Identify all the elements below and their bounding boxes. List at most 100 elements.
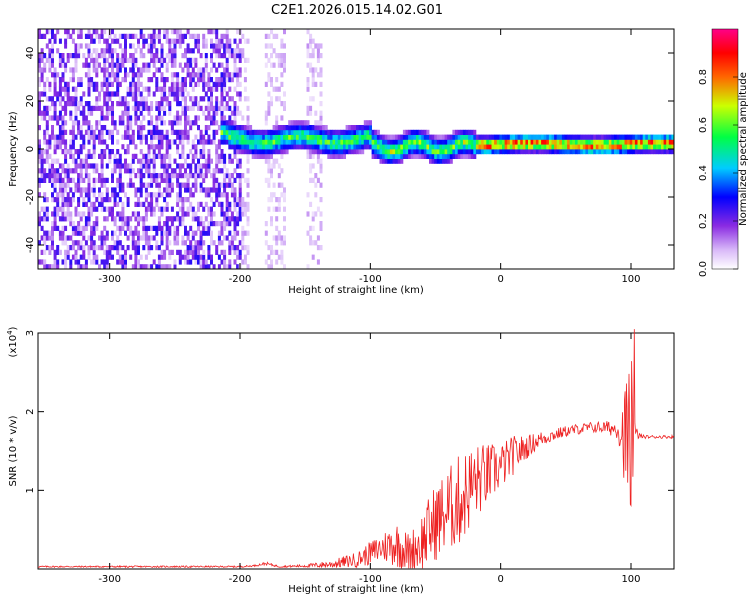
spectrogram-cell [254, 144, 258, 150]
spectrogram-cell [280, 115, 284, 121]
spectrogram-cell [64, 144, 68, 150]
spectrogram-cell [131, 153, 135, 159]
spectrogram-cell [306, 77, 310, 83]
spectrogram-cell [556, 139, 560, 145]
spectrogram-cell [668, 149, 672, 155]
spectrogram-cell [186, 249, 190, 255]
spectrogram-cell [194, 120, 198, 126]
spectrogram-cell [418, 153, 422, 159]
spectrogram-cell [103, 81, 107, 87]
spectrogram-cell [69, 144, 73, 150]
spectrogram-cell [150, 225, 154, 231]
spectrogram-cell [230, 110, 234, 116]
spectrogram-cell [113, 240, 117, 246]
spectrogram-cell [108, 62, 112, 68]
spectrogram-cell [147, 249, 151, 255]
spectrogram-cell [225, 182, 229, 188]
spectrogram-cell [118, 158, 122, 164]
spectrogram-cell [486, 149, 490, 155]
spectrogram-cell [468, 129, 472, 135]
spectrogram-cell [61, 134, 65, 140]
spectrogram-cell [53, 254, 57, 260]
spectrogram-cell [178, 254, 182, 260]
spectrogram-cell [134, 249, 138, 255]
spectrogram-cell [215, 144, 219, 150]
spectrogram-cell [79, 125, 83, 131]
spectrogram-cell [38, 182, 41, 188]
spectrogram-cell [111, 105, 114, 111]
spectrogram-cell [319, 225, 323, 231]
spectrogram-cell [267, 144, 271, 150]
spectrogram-cell [87, 29, 91, 35]
spectrogram-cell [139, 168, 143, 174]
spectrogram-cell [131, 211, 135, 217]
spectrogram-cell [598, 149, 602, 155]
spectrogram-cell [228, 72, 232, 78]
spectrogram-cell [243, 96, 247, 102]
spectrogram-cell [108, 197, 112, 203]
spectrogram-cell [51, 173, 54, 179]
spectrogram-cell [525, 149, 529, 155]
spectrogram-cell [402, 129, 406, 135]
spectrogram-cell [170, 81, 174, 87]
spectrogram-cell [51, 225, 54, 231]
spectrogram-cell [293, 139, 297, 145]
spectrogram-cell [504, 139, 508, 145]
spectrogram-cell [238, 81, 242, 87]
spectrogram-cell [124, 125, 127, 131]
spectrogram-cell [77, 48, 81, 54]
spectrogram-cell [220, 81, 224, 87]
spectrogram-cell [363, 120, 367, 126]
spectrogram-cell [98, 192, 101, 198]
spectrogram-cell [64, 139, 68, 145]
spectrogram-cell [306, 153, 310, 159]
spectrogram-cell [212, 62, 216, 68]
spectrogram-cell [223, 235, 227, 241]
spectrogram-cell [160, 129, 164, 135]
spectrogram-cell [165, 139, 169, 145]
spectrogram-cell [137, 245, 140, 251]
spectrogram-cell [118, 81, 122, 87]
spectrogram-cell [275, 235, 279, 241]
spectrogram-cell [204, 225, 208, 231]
spectrogram-cell [157, 221, 161, 227]
spectrogram-cell [277, 144, 281, 150]
spectrogram-cell [61, 225, 65, 231]
spectrogram-cell [121, 254, 125, 260]
spectrogram-cell [111, 62, 114, 68]
spectrogram-cell [181, 110, 185, 116]
spectrogram-cell [160, 105, 164, 111]
spectrogram-cell [230, 120, 234, 126]
spectrogram-cell [168, 48, 172, 54]
spectrogram-cell [77, 211, 81, 217]
spectrogram-cell [257, 139, 260, 145]
spectrogram-cell [176, 101, 180, 107]
spectrogram-cell [502, 134, 505, 140]
spectrogram-cell [460, 144, 464, 150]
spectrogram-cell [137, 38, 140, 44]
spectrogram-cell [246, 245, 250, 251]
spectrogram-cell [152, 225, 156, 231]
spectrogram-cell [147, 225, 151, 231]
spectrogram-cell [186, 29, 190, 35]
spectrogram-cell [160, 173, 164, 179]
spectrogram-cell [335, 149, 339, 155]
spectrogram-cell [103, 264, 107, 270]
spectrogram-cell [163, 230, 167, 236]
spectrogram-cell [488, 139, 492, 145]
spectrogram-cell [369, 125, 372, 131]
spectrogram-cell [160, 48, 164, 54]
spectrogram-cell [147, 173, 151, 179]
spectrogram-cell [186, 173, 190, 179]
spectrogram-cell [345, 129, 349, 135]
spectrogram-cell [191, 77, 195, 83]
spectrogram-cell [303, 144, 307, 150]
spectrogram-cell [324, 125, 328, 131]
spectrogram-cell [147, 43, 151, 49]
spectrogram-cell [637, 149, 641, 155]
spectrogram-cell [627, 144, 631, 150]
spectrogram-cell [134, 115, 138, 121]
spectrogram-cell [98, 153, 101, 159]
spectrogram-cell [160, 163, 164, 169]
spectrogram-cell [126, 216, 130, 222]
